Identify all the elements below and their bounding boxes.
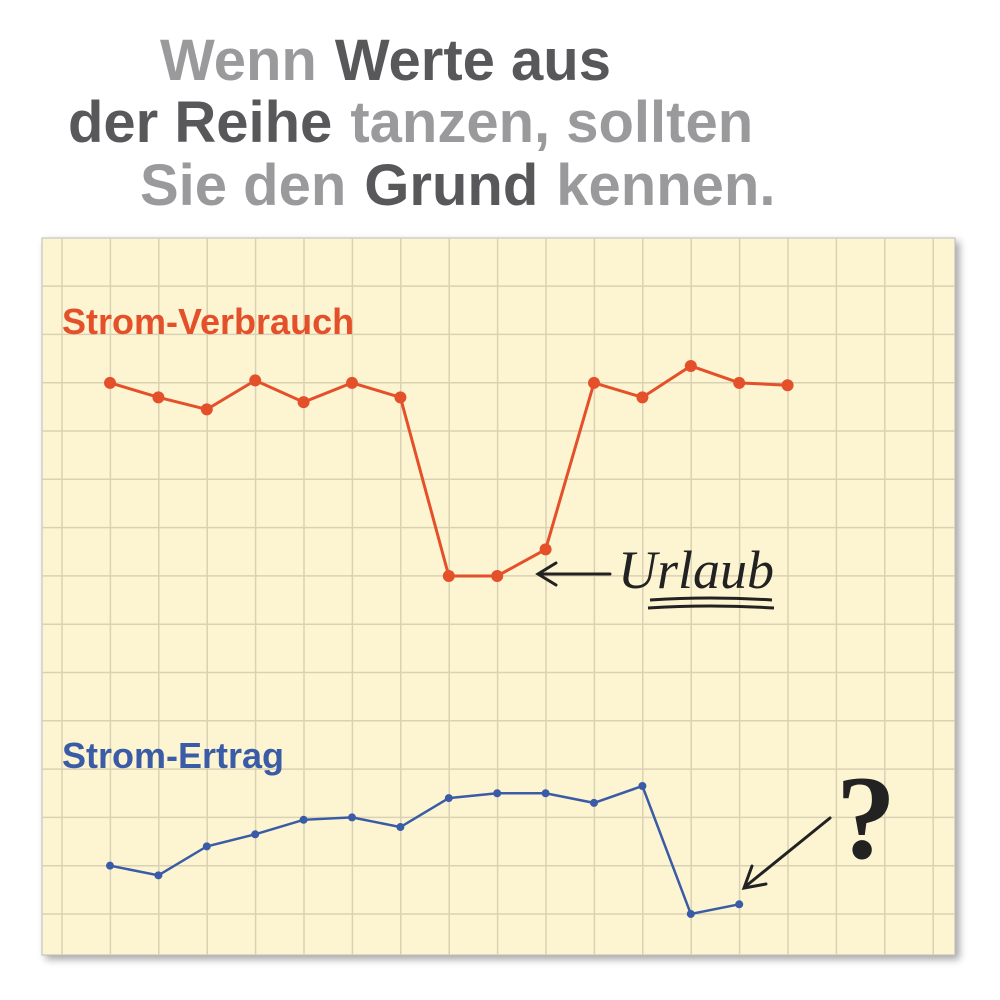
point bbox=[444, 794, 453, 803]
annotation: ? bbox=[836, 751, 896, 884]
underline bbox=[647, 596, 775, 610]
point bbox=[590, 798, 598, 807]
point bbox=[346, 376, 358, 389]
title-part: Werte aus bbox=[335, 28, 611, 93]
point bbox=[539, 543, 552, 556]
point bbox=[152, 391, 165, 404]
point bbox=[200, 403, 213, 416]
point bbox=[299, 815, 308, 824]
series-label: Strom-Verbrauch bbox=[62, 301, 354, 342]
point bbox=[588, 376, 600, 389]
point bbox=[541, 789, 550, 798]
point bbox=[251, 830, 260, 839]
title-line: Sie den Grund kennen. bbox=[140, 153, 775, 218]
title-part: Sie den bbox=[140, 153, 346, 218]
point bbox=[154, 871, 163, 880]
paper bbox=[41, 237, 956, 956]
title-part: Grund bbox=[364, 153, 538, 218]
point bbox=[249, 374, 262, 387]
series-line bbox=[109, 784, 740, 916]
point bbox=[202, 842, 211, 851]
point bbox=[638, 782, 647, 791]
point bbox=[735, 900, 744, 909]
title-line: der Reihe tanzen, sollten bbox=[68, 90, 753, 155]
point bbox=[396, 823, 405, 832]
point bbox=[733, 376, 746, 389]
grid bbox=[42, 238, 955, 955]
series-label: Strom-Ertrag bbox=[62, 735, 284, 776]
title-part: Wenn bbox=[160, 28, 317, 93]
point bbox=[493, 789, 502, 798]
point bbox=[442, 569, 455, 582]
point bbox=[686, 909, 695, 918]
point bbox=[684, 359, 697, 372]
point bbox=[106, 861, 114, 870]
point bbox=[394, 391, 407, 404]
title-part: der Reihe bbox=[68, 90, 332, 155]
point bbox=[104, 376, 116, 389]
arrow bbox=[741, 816, 832, 890]
title-part: tanzen, sollten bbox=[350, 90, 753, 155]
point bbox=[348, 813, 356, 822]
arrow bbox=[535, 561, 612, 587]
annotation: Urlaub bbox=[618, 540, 774, 600]
title-line: Wenn Werte aus bbox=[160, 28, 611, 93]
point bbox=[297, 396, 310, 409]
point bbox=[491, 569, 504, 582]
point bbox=[781, 379, 794, 392]
title-part: kennen. bbox=[556, 153, 775, 218]
point bbox=[636, 391, 649, 404]
